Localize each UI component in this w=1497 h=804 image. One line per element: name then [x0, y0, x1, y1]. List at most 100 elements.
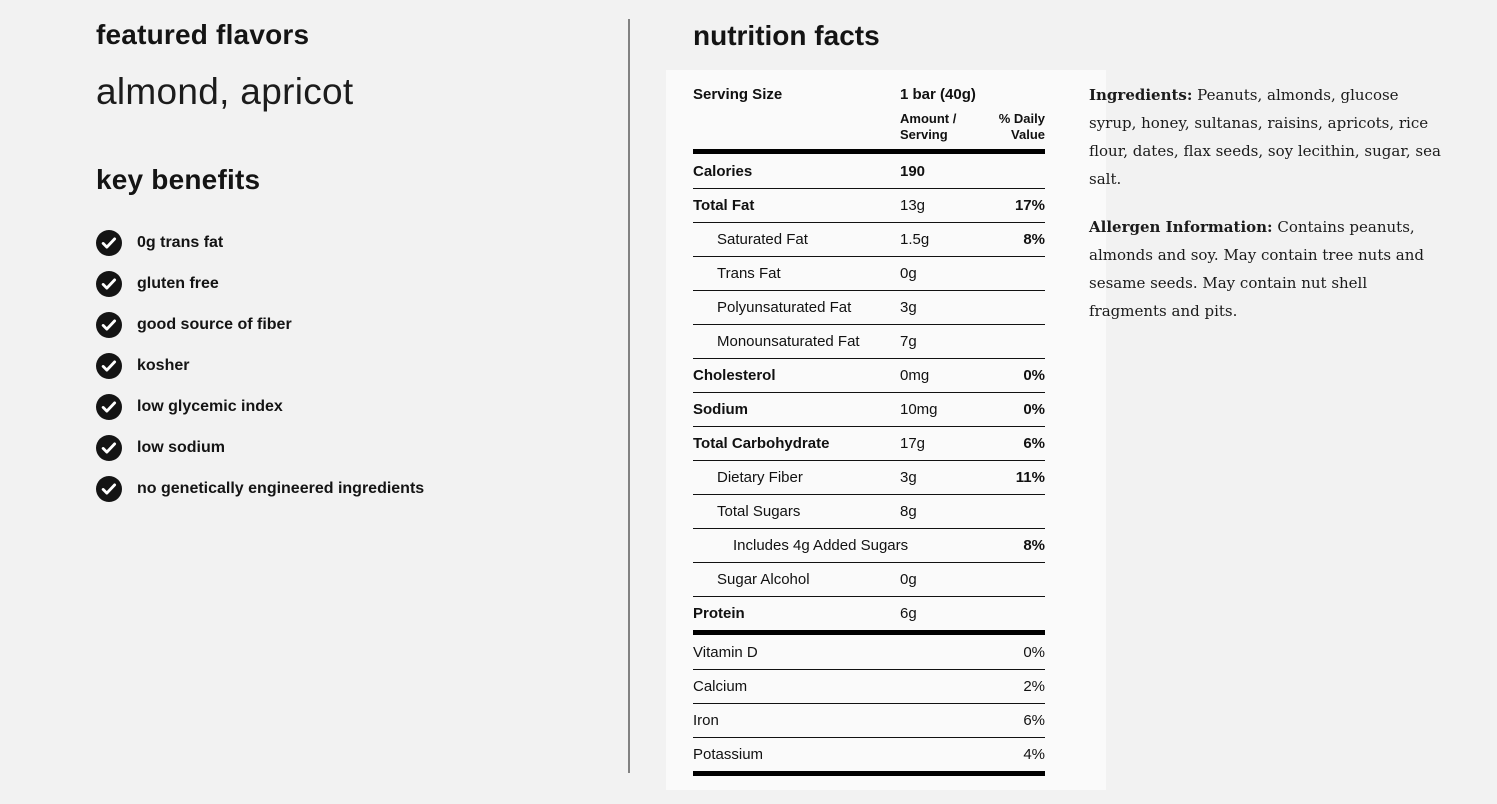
row-label: Total Carbohydrate	[693, 435, 830, 452]
nutrition-row: Sugar Alcohol 0g	[693, 562, 1045, 596]
flavors-text: almond, apricot	[96, 71, 354, 112]
row-amount: 0mg	[900, 367, 930, 384]
row-daily-value: 8%	[1023, 231, 1045, 248]
row-amount: 1.5g	[900, 231, 930, 248]
nutrition-row: Cholesterol 0mg 0%	[693, 358, 1045, 392]
featured-flavors-title: featured flavors	[96, 19, 310, 50]
nutrition-facts-panel: nutrition facts Serving Size 1 bar (40g)…	[693, 19, 1045, 776]
row-label: Trans Fat	[717, 265, 781, 282]
row-amount: 13g	[900, 197, 926, 214]
benefit-label: low sodium	[137, 439, 225, 456]
row-amount: 10mg	[900, 401, 938, 418]
benefit-label: good source of fiber	[137, 316, 292, 333]
nutrition-row: Trans Fat 0g	[693, 256, 1045, 290]
check-icon	[96, 230, 122, 256]
row-daily-value: 6%	[1023, 435, 1045, 452]
row-daily-value: 8%	[1023, 537, 1045, 554]
benefit-item: 0g trans fat	[96, 230, 424, 256]
nutrition-row: Saturated Fat 1.5g 8%	[693, 222, 1045, 256]
ingredients-column: Ingredients: Peanuts, almonds, glucose s…	[1089, 81, 1441, 345]
benefits-list: 0g trans fat gluten free good source of …	[96, 230, 424, 502]
row-label: Monounsaturated Fat	[717, 333, 860, 350]
allergen-paragraph: Allergen Information: Contains peanuts, …	[1089, 213, 1441, 325]
benefit-label: no genetically engineered ingredients	[137, 480, 425, 497]
row-daily-value: 17%	[1014, 197, 1045, 214]
check-icon	[96, 353, 122, 379]
row-label: Calories	[693, 162, 753, 180]
nutrition-row: Calories 190	[693, 154, 1045, 188]
nutrition-title: nutrition facts	[693, 20, 880, 51]
ingredients-text: Peanuts, almonds, glucose syrup, honey, …	[1089, 86, 1441, 188]
benefit-item: no genetically engineered ingredients	[96, 476, 424, 502]
nutrition-panel-background	[666, 70, 1106, 790]
nutrition-row: Monounsaturated Fat 7g	[693, 324, 1045, 358]
row-label: Sodium	[693, 401, 748, 418]
row-daily-value: 0%	[1023, 367, 1045, 384]
vitamin-label: Calcium	[693, 678, 748, 695]
serving-size-value: 1 bar (40g)	[900, 86, 976, 103]
row-label: Protein	[693, 605, 745, 622]
vitamin-label: Iron	[693, 712, 719, 729]
benefit-item: kosher	[96, 353, 424, 379]
row-amount: 17g	[900, 435, 926, 452]
row-amount: 190	[900, 162, 926, 180]
row-label: Dietary Fiber	[717, 469, 803, 486]
serving-size-label: Serving Size	[693, 86, 783, 103]
row-label: Total Fat	[693, 197, 755, 214]
nutrition-row: Includes 4g Added Sugars 8%	[693, 528, 1045, 562]
row-label: Polyunsaturated Fat	[717, 299, 852, 316]
nutrition-row: Total Carbohydrate 17g 6%	[693, 426, 1045, 460]
benefit-item: gluten free	[96, 271, 424, 297]
vitamin-daily-value: 4%	[1023, 746, 1045, 763]
section-divider	[628, 19, 630, 773]
vitamin-label: Potassium	[693, 746, 764, 763]
check-icon	[96, 271, 122, 297]
nutrition-table: Calories 190 Total Fat 13g 17% Saturated…	[693, 154, 1045, 630]
nutrition-row: Dietary Fiber 3g 11%	[693, 460, 1045, 494]
table-column-headers: Amount / Serving % Daily Value	[693, 111, 1045, 143]
vitamin-label: Vitamin D	[693, 643, 758, 661]
check-icon	[96, 312, 122, 338]
vitamin-daily-value: 0%	[1023, 643, 1045, 661]
nutrition-row: Total Sugars 8g	[693, 494, 1045, 528]
row-amount: 0g	[900, 571, 917, 588]
row-label: Total Sugars	[717, 503, 801, 520]
allergen-text: Contains peanuts, almonds and soy. May c…	[1089, 218, 1425, 320]
serving-size-row: Serving Size 1 bar (40g)	[693, 86, 1045, 103]
nutrition-row: Protein 6g	[693, 596, 1045, 630]
ingredients-label: Ingredients:	[1089, 86, 1193, 104]
vitamin-row: Vitamin D 0%	[693, 635, 1045, 669]
nutrition-row: Total Fat 13g 17%	[693, 188, 1045, 222]
thick-divider-top	[693, 149, 1045, 154]
thick-divider-middle	[693, 630, 1045, 635]
row-amount: 8g	[900, 503, 917, 520]
vitamin-row: Iron 6%	[693, 703, 1045, 737]
allergen-label: Allergen Information:	[1089, 218, 1273, 236]
row-daily-value: 0%	[1023, 401, 1045, 418]
benefit-label: low glycemic index	[137, 398, 283, 415]
benefit-label: kosher	[137, 357, 190, 374]
nutrition-row: Polyunsaturated Fat 3g	[693, 290, 1045, 324]
check-icon	[96, 435, 122, 461]
check-icon	[96, 394, 122, 420]
ingredients-paragraph: Ingredients: Peanuts, almonds, glucose s…	[1089, 81, 1441, 193]
row-label: Saturated Fat	[717, 231, 808, 248]
daily-value-header: % Daily Value	[998, 111, 1045, 142]
row-amount: 3g	[900, 299, 917, 316]
row-label: Cholesterol	[693, 367, 776, 384]
benefit-item: good source of fiber	[96, 312, 424, 338]
row-label: Includes 4g Added Sugars	[733, 537, 909, 554]
row-amount: 0g	[900, 265, 917, 282]
check-icon	[96, 476, 122, 502]
vitamin-daily-value: 2%	[1023, 678, 1045, 695]
row-amount: 6g	[900, 605, 917, 622]
amount-serving-header: Amount / Serving	[900, 111, 957, 142]
benefit-label: 0g trans fat	[137, 234, 224, 251]
benefit-item: low glycemic index	[96, 394, 424, 420]
vitamin-daily-value: 6%	[1023, 712, 1045, 729]
nutrition-row: Sodium 10mg 0%	[693, 392, 1045, 426]
row-daily-value: 11%	[1015, 469, 1045, 486]
row-label: Sugar Alcohol	[717, 571, 810, 588]
row-amount: 3g	[900, 469, 917, 486]
benefit-item: low sodium	[96, 435, 424, 461]
